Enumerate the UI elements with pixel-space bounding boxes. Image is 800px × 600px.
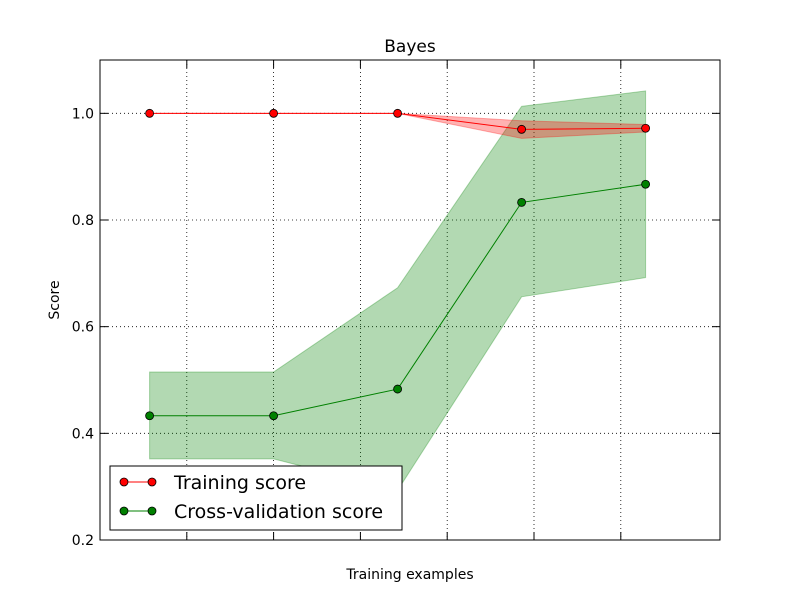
training-score-point [269, 108, 279, 118]
legend-box [109, 465, 403, 531]
legend-cv-marker [147, 506, 157, 516]
cross-validation-score-point [145, 411, 155, 421]
cross-validation-score-point [517, 197, 526, 207]
y-tick-label: 0.2 [72, 533, 94, 549]
legend-training-marker [147, 477, 157, 487]
training-score-point [393, 108, 403, 118]
y-tick-label: 0.4 [72, 426, 94, 442]
cross-validation-score-point [641, 179, 650, 189]
cross-validation-score-band [149, 90, 647, 491]
training-score-point [517, 124, 526, 134]
chart-title: Bayes [384, 37, 436, 57]
y-tick-labels: 0.2 0.4 0.6 0.8 1.0 [72, 106, 94, 549]
legend-training-marker [119, 477, 129, 487]
y-tick-label: 0.8 [72, 213, 94, 229]
cross-validation-score-point [393, 384, 403, 394]
series-markers [145, 108, 650, 421]
x-axis-label: Training examples [345, 567, 473, 583]
plot-frame [99, 59, 721, 541]
legend-training-label: Training score [173, 472, 306, 494]
axis-ticks [100, 60, 720, 541]
legend-cv-label: Cross-validation score [174, 501, 383, 523]
y-tick-label: 0.6 [72, 320, 94, 336]
y-axis-label: Score [47, 280, 63, 319]
legend-cv-marker [119, 506, 129, 516]
cross-validation-score-point [269, 411, 279, 421]
legend: Training score Cross-validation score [109, 465, 403, 531]
y-tick-label: 1.0 [72, 106, 94, 122]
training-score-point [641, 123, 650, 133]
training-score-point [145, 108, 155, 118]
